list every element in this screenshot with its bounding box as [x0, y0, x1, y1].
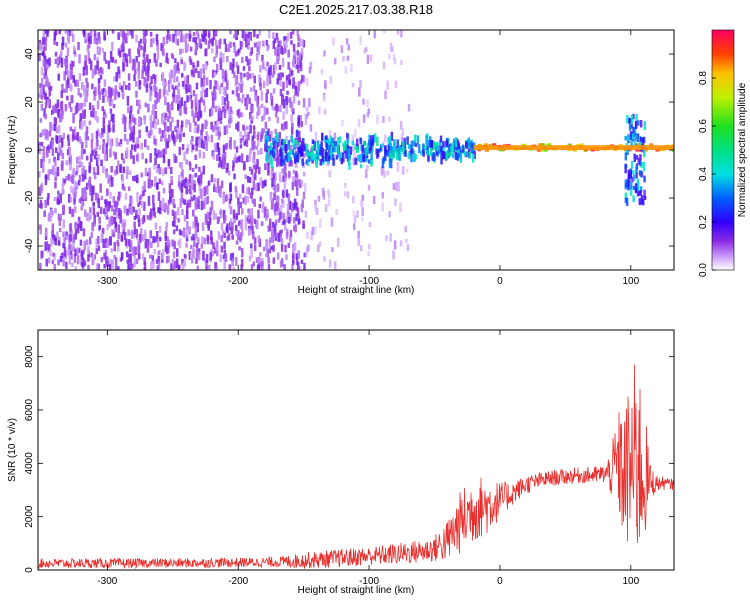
heatmap-y-tick: 20	[24, 96, 674, 108]
snr-y-tick: 8000	[24, 345, 674, 368]
colorbar: 0.0 0.2 0.4 0.6 0.8 Normalized spectral ampl…	[698, 29, 748, 277]
heatmap-x-tick: 0	[497, 30, 503, 287]
snr-x-tick-label: 0	[497, 576, 503, 587]
heatmap-cells	[38, 30, 674, 270]
snr-y-ticks: 0 2000 4000 6000 8000	[24, 345, 674, 573]
snr-y-axis-label: SNR (10 * v/v)	[7, 418, 18, 482]
heatmap-x-ticks: -300 -200 -100 0 100	[97, 30, 640, 287]
colorbar-gradient	[711, 29, 735, 271]
colorbar-tick-label: 0.6	[698, 119, 709, 133]
colorbar-label: Normalized spectral amplitude	[737, 82, 748, 217]
snr-x-tick: 0	[497, 330, 503, 587]
heatmap-area	[38, 30, 674, 270]
snr-y-tick-label: 8000	[24, 345, 35, 368]
snr-y-tick-label: 6000	[24, 398, 35, 421]
heatmap-y-tick-label: 20	[24, 96, 35, 108]
colorbar-tick: 0.4	[698, 167, 716, 181]
snr-x-axis-label: Height of straight line (km)	[298, 585, 415, 596]
snr-x-tick: -200	[228, 330, 249, 587]
snr-frame	[37, 329, 675, 571]
snr-x-tick: -100	[359, 330, 380, 587]
snr-y-tick-label: 0	[24, 567, 35, 573]
heatmap-x-tick-label: -200	[228, 276, 248, 287]
heatmap-x-tick: -300	[97, 30, 118, 287]
snr-y-tick: 2000	[24, 505, 674, 528]
colorbar-tick-label: 0.4	[698, 167, 709, 181]
colorbar-tick: 0.2	[698, 215, 716, 229]
heatmap-y-tick: -20	[24, 190, 674, 205]
heatmap-y-tick: -40	[24, 238, 674, 253]
heatmap-y-axis-label: Frequency (Hz)	[7, 116, 18, 185]
heatmap-y-tick-label: 0	[24, 147, 35, 153]
heatmap-y-ticks: -40 -20 0 20 40	[24, 48, 674, 253]
heatmap-y-tick-label: -20	[24, 190, 35, 205]
snr-y-tick: 4000	[24, 452, 674, 475]
snr-series-line	[38, 364, 674, 570]
heatmap-x-tick-label: -100	[359, 276, 379, 287]
colorbar-tick-label: 0.8	[698, 71, 709, 85]
heatmap-x-tick-label: -300	[97, 276, 117, 287]
heatmap-y-tick-label: 40	[24, 48, 35, 60]
heatmap-x-tick-label: 100	[622, 276, 639, 287]
snr-y-tick: 6000	[24, 398, 674, 421]
snr-x-tick: -300	[97, 330, 118, 587]
snr-x-tick-label: 100	[622, 576, 639, 587]
colorbar-tick-label: 0.0	[698, 263, 709, 277]
heatmap-x-tick: -100	[359, 30, 380, 287]
snr-x-tick-label: -100	[359, 576, 379, 587]
snr-area	[38, 364, 674, 570]
heatmap-y-tick: 0	[24, 147, 674, 153]
snr-x-ticks: -300 -200 -100 0 100	[97, 330, 640, 587]
heatmap-y-tick: 40	[24, 48, 674, 60]
figure-title: C2E1.2025.217.03.38.R18	[279, 2, 433, 17]
snr-y-tick: 0	[24, 567, 674, 573]
snr-y-tick-label: 2000	[24, 505, 35, 528]
heatmap-y-tick-label: -40	[24, 238, 35, 253]
heatmap-x-axis-label: Height of straight line (km)	[298, 285, 415, 296]
heatmap-x-tick: -200	[228, 30, 249, 287]
heatmap-x-tick: 100	[622, 30, 640, 287]
colorbar-tick: 0.8	[698, 71, 716, 85]
colorbar-tick: 0.6	[698, 119, 716, 133]
heatmap-x-tick-label: 0	[497, 276, 503, 287]
colorbar-tick-label: 0.2	[698, 215, 709, 229]
snr-x-tick: 100	[622, 330, 640, 587]
carrier-band	[473, 145, 674, 150]
colorbar-ticks: 0.0 0.2 0.4 0.6 0.8	[698, 71, 716, 277]
snr-y-tick-label: 4000	[24, 452, 35, 475]
colorbar-tick: 0.0	[698, 263, 716, 277]
snr-x-tick-label: -300	[97, 576, 117, 587]
snr-x-tick-label: -200	[228, 576, 248, 587]
